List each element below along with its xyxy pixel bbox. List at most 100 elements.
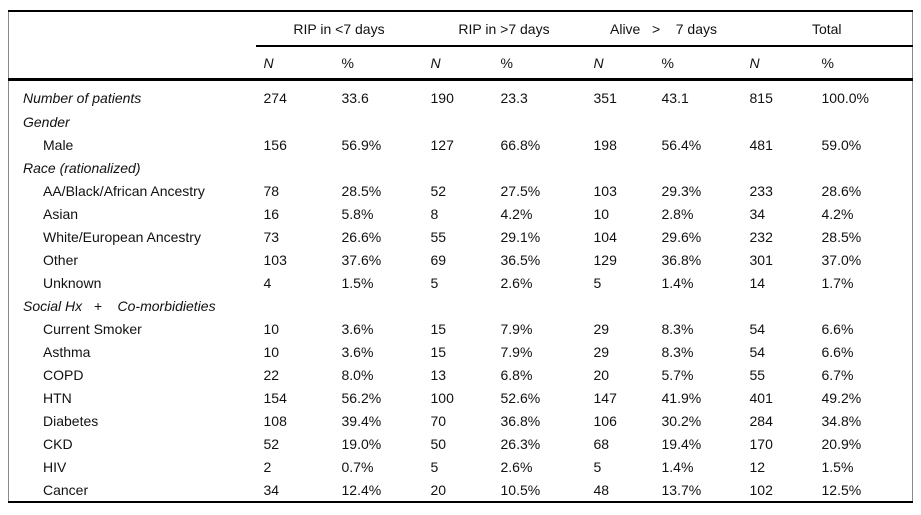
- cell-n-value: 104: [593, 228, 617, 245]
- cell-pct-value: 20.9%: [821, 435, 862, 452]
- cell-pct-value: 6.7%: [821, 366, 854, 383]
- cell-pct-value: 37.6%: [341, 251, 382, 268]
- cell-pct-value: 5.8%: [341, 205, 374, 222]
- column-group-header-row: RIP in <7 days RIP in >7 days Alive > 7 …: [9, 11, 913, 47]
- cell-pct-value: 29.1%: [500, 228, 541, 245]
- cell-pct-value: 7.9%: [500, 320, 533, 337]
- row-label: White/European Ancestry: [43, 228, 201, 245]
- cell-pct-value: 23.3: [500, 89, 528, 106]
- row-label: Diabetes: [43, 412, 99, 429]
- cell-pct-value: 1.5%: [341, 274, 374, 291]
- cell-n-value: 815: [749, 89, 773, 106]
- cell-n-value: 4: [263, 274, 272, 291]
- table-row: Cancer 34 12.4% 20 10.5% 48 13.7% 102 12.5%: [9, 478, 913, 502]
- cell-pct-value: 28.5%: [341, 182, 382, 199]
- cell-n-value: 232: [749, 228, 773, 245]
- cell-n-value: 233: [749, 182, 773, 199]
- cell-n-value: [423, 294, 493, 317]
- subheader-pct: %: [813, 46, 913, 81]
- cell-pct-value: [493, 294, 586, 317]
- cell-pct-value: 33.6: [341, 89, 369, 106]
- cell-n-value: 14: [749, 274, 766, 291]
- cell-n-value: 5: [593, 458, 602, 475]
- row-label: Number of patients: [23, 89, 142, 106]
- cell-pct-value: [334, 156, 423, 179]
- table-row: Asian 16 5.8% 8 4.2% 10 2.8% 34 4.2%: [9, 202, 913, 225]
- cell-pct-value: 56.4%: [661, 136, 702, 153]
- cell-n-value: 12: [749, 458, 766, 475]
- cell-n-value: [423, 110, 493, 133]
- cell-n-value: 102: [749, 481, 773, 498]
- cell-n-value: [742, 156, 814, 179]
- cell-n-value: 78: [263, 182, 280, 199]
- cell-pct-value: 4.2%: [821, 205, 854, 222]
- row-label: Asthma: [43, 343, 91, 360]
- cell-n-value: 301: [749, 251, 773, 268]
- cell-n-value: 103: [593, 182, 617, 199]
- row-label: Social Hx + Co-morbidieties: [23, 297, 216, 314]
- cell-pct-value: 1.4%: [661, 458, 694, 475]
- cell-pct-value: [334, 110, 423, 133]
- cell-n-value: [423, 156, 493, 179]
- cell-n-value: 29: [593, 343, 610, 360]
- cell-pct-value: 6.6%: [821, 320, 854, 337]
- cell-pct-value: 37.0%: [821, 251, 862, 268]
- cell-pct-value: 52.6%: [500, 389, 541, 406]
- subheader-n: N: [255, 46, 334, 81]
- cell-n-value: 5: [430, 458, 439, 475]
- cell-n-value: 156: [263, 136, 287, 153]
- cell-n-value: 20: [430, 481, 447, 498]
- cell-n-value: [256, 110, 334, 133]
- cell-n-value: 34: [263, 481, 280, 498]
- cell-pct-value: 28.6%: [821, 182, 862, 199]
- table-row: Social Hx + Co-morbidieties: [9, 294, 913, 317]
- cell-n-value: [256, 294, 334, 317]
- cell-pct-value: 66.8%: [500, 136, 541, 153]
- cell-n-value: [742, 294, 814, 317]
- cell-n-value: 15: [430, 320, 447, 337]
- table-row: Asthma 10 3.6% 15 7.9% 29 8.3% 54 6.6%: [9, 340, 913, 363]
- cell-pct-value: 30.2%: [661, 412, 702, 429]
- cell-n-value: 127: [430, 136, 454, 153]
- row-label: AA/Black/African Ancestry: [43, 182, 205, 199]
- cell-pct-value: 8.0%: [341, 366, 374, 383]
- cell-pct-value: [654, 110, 742, 133]
- cell-n-value: 69: [430, 251, 447, 268]
- table-row: HTN 154 56.2% 100 52.6% 147 41.9% 401 49.2%: [9, 386, 913, 409]
- cell-n-value: [256, 156, 334, 179]
- cell-n-value: 2: [263, 458, 272, 475]
- row-label: Cancer: [43, 481, 89, 498]
- row-label: HTN: [43, 389, 72, 406]
- table-row: AA/Black/African Ancestry 78 28.5% 52 27.5% 1…: [9, 179, 913, 202]
- row-label: Gender: [23, 113, 70, 130]
- cell-n-value: 54: [749, 320, 766, 337]
- cell-n-value: 15: [430, 343, 447, 360]
- cell-n-value: 55: [749, 366, 766, 383]
- cell-pct-value: 36.8%: [661, 251, 702, 268]
- cell-n-value: 16: [263, 205, 280, 222]
- subheader-pct: %: [653, 46, 742, 81]
- cell-pct-value: 27.5%: [500, 182, 541, 199]
- cell-n-value: 5: [430, 274, 439, 291]
- row-label: Unknown: [43, 274, 102, 291]
- cell-pct-value: [654, 156, 742, 179]
- cell-pct-value: 12.5%: [821, 481, 862, 498]
- cell-pct-value: [334, 294, 423, 317]
- cell-pct-value: 1.5%: [821, 458, 854, 475]
- table-row: Unknown 4 1.5% 5 2.6% 5 1.4% 14 1.7%: [9, 271, 913, 294]
- cell-pct-value: 26.3%: [500, 435, 541, 452]
- table-row: Number of patients 274 33.6 190 23.3 351 43.1 8…: [9, 80, 913, 111]
- table-row: Other 103 37.6% 69 36.5% 129 36.8% 301 37.0%: [9, 248, 913, 271]
- cell-pct-value: 12.4%: [341, 481, 382, 498]
- cell-n-value: 73: [263, 228, 280, 245]
- subheader-empty-cell: [8, 46, 256, 81]
- cell-n-value: 52: [430, 182, 447, 199]
- table-row: Gender: [9, 110, 913, 133]
- cell-pct-value: 4.2%: [500, 205, 533, 222]
- cell-n-value: [586, 156, 654, 179]
- cell-pct-value: [493, 156, 586, 179]
- cell-pct-value: 0.7%: [341, 458, 374, 475]
- cell-pct-value: 10.5%: [500, 481, 541, 498]
- cell-pct-value: 3.6%: [341, 320, 374, 337]
